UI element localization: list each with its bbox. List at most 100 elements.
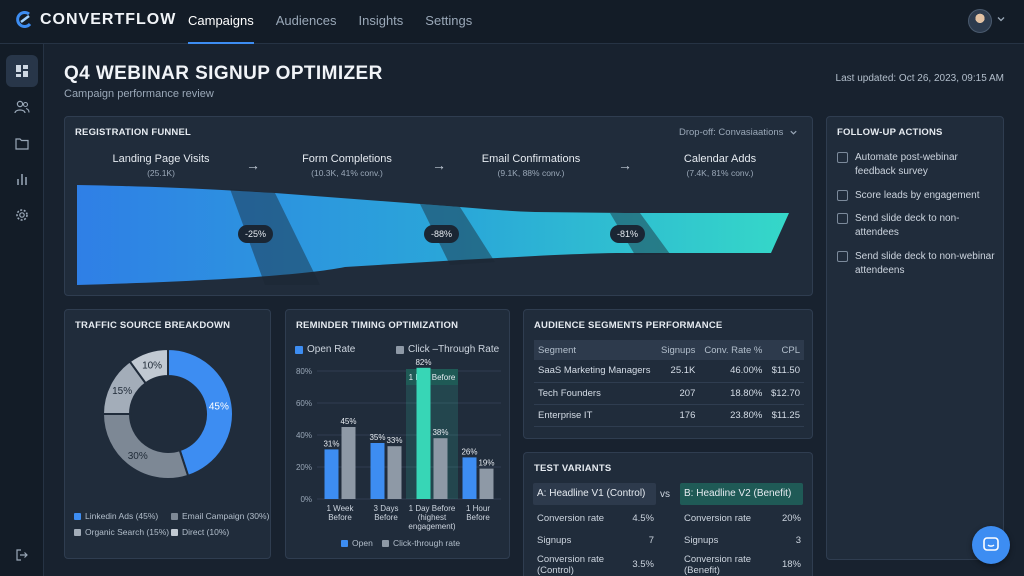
registration-funnel-panel: REGISTRATION FUNNEL Drop-off: Convasiaat… (64, 116, 813, 296)
chevron-down-icon (790, 130, 798, 135)
table-row[interactable]: Enterprise IT 176 23.80% $11.25 (534, 404, 804, 427)
legend-label: Click-through rate (393, 538, 461, 548)
highlight-label: 1 Day Before (409, 373, 456, 382)
slice-value-label: 10% (142, 361, 162, 372)
follow-up-actions-panel: FOLLOW-UP ACTIONS Automate post-webinar … (826, 116, 1004, 560)
stage-name: Email Confirmations (481, 153, 581, 165)
bar[interactable] (433, 438, 448, 499)
user-avatar[interactable] (968, 9, 992, 33)
metric-label: Conversion rate (Control) (537, 554, 605, 576)
checkbox[interactable] (837, 152, 848, 163)
legend-label: Open Rate (307, 344, 356, 355)
checkbox[interactable] (837, 190, 848, 201)
legend-swatch (171, 528, 178, 536)
stage-detail: (10.3K, 41% conv.) (311, 168, 383, 178)
gear-icon (16, 209, 28, 221)
dropoff-dropdown[interactable]: Drop-off: Convasiaations (679, 127, 798, 138)
column-header[interactable]: Signups (656, 340, 700, 360)
legend-label: Linkedin Ads (45%) (85, 511, 159, 521)
main-tabs: Campaigns Audiences Insights Settings (188, 0, 472, 44)
sidebar-item-users[interactable] (6, 91, 38, 123)
donut-slice[interactable] (101, 413, 190, 480)
slice-value-label: 45% (209, 401, 229, 412)
variant-a-header[interactable]: A: Headline V1 (Control) (533, 483, 656, 505)
tab-settings[interactable]: Settings (425, 13, 473, 28)
column-header[interactable]: Conv. Rate % (699, 340, 767, 360)
bar[interactable] (479, 468, 494, 499)
bar[interactable] (324, 449, 339, 499)
sidebar-item-dashboard[interactable] (6, 55, 38, 87)
slice-value-label: 30% (128, 451, 148, 462)
slice-value-label: 15% (112, 386, 132, 397)
bar-value-label: 31% (323, 439, 339, 448)
tab-campaigns[interactable]: Campaigns (188, 0, 254, 44)
sidebar-item-analytics[interactable] (6, 163, 38, 195)
metric-label: Signups (537, 535, 572, 546)
bar[interactable] (416, 367, 431, 499)
legend-item: Linkedin Ads (45%) (74, 511, 158, 521)
follow-up-item[interactable]: Automate post-webinar feedback survey (837, 151, 999, 179)
traffic-donut-chart: 45% 30% 15% 10% (101, 347, 234, 480)
page-title: Q4 WEBINAR SIGNUP OPTIMIZER (64, 63, 383, 84)
bar[interactable] (341, 427, 356, 499)
sidebar-item-folders[interactable] (6, 127, 38, 159)
checkbox[interactable] (837, 251, 848, 262)
app-logo[interactable]: CONVERTFLOW (14, 10, 176, 30)
sidebar-item-settings[interactable] (6, 199, 38, 231)
funnel-stage: Landing Page Visits (25.1K) (86, 153, 236, 178)
table-cell: Enterprise IT (534, 404, 657, 427)
sidebar-item-logout[interactable] (6, 539, 38, 571)
legend-swatch (382, 539, 389, 547)
follow-up-label: Automate post-webinar feedback survey (855, 152, 958, 177)
column-header[interactable]: Segment (534, 340, 657, 360)
tab-insights[interactable]: Insights (358, 13, 404, 28)
stage-name: Calendar Adds (683, 153, 757, 165)
variant-b-header[interactable]: B: Headline V2 (Benefit) (680, 483, 803, 505)
follow-up-label: Send slide deck to non-attendees (855, 213, 960, 238)
x-tick-label: 3 Days (374, 504, 399, 513)
x-tick-label: (highest (418, 513, 447, 522)
tab-audiences[interactable]: Audiences (275, 13, 337, 28)
checkbox[interactable] (837, 213, 848, 224)
folder-icon (15, 137, 29, 150)
metric-label: Conversion rate (537, 513, 605, 524)
dashboard-icon (16, 65, 28, 77)
metric-label: Conversion rate (684, 513, 752, 524)
funnel-graphic (77, 185, 789, 285)
legend-label: Email Campaign (30%) (182, 511, 270, 521)
legend-swatch (396, 345, 404, 354)
table-row[interactable]: SaaS Marketing Managers 25.1K 46.00% $11… (534, 360, 804, 383)
chevron-down-icon[interactable] (996, 14, 1006, 24)
bar[interactable] (462, 457, 477, 499)
donut-slice[interactable] (167, 347, 234, 478)
page-subtitle: Campaign performance review (64, 88, 214, 100)
reminder-timing-panel: REMINDER TIMING OPTIMIZATION Open Rate C… (285, 309, 510, 559)
bar-value-label: 82% (415, 358, 431, 367)
highlight-band (406, 369, 458, 499)
table-cell: Tech Founders (534, 382, 657, 405)
chat-icon (983, 537, 999, 551)
column-header[interactable]: CPL (766, 340, 804, 360)
variants-title: TEST VARIANTS (534, 463, 612, 474)
bar[interactable] (370, 443, 385, 499)
last-updated-timestamp: Last updated: Oct 26, 2023, 09:15 AM (835, 73, 1004, 84)
legend-item: Email Campaign (30%) (171, 511, 269, 521)
follow-up-item[interactable]: Score leads by engagement (837, 189, 999, 203)
follow-up-item[interactable]: Send slide deck to non-attendees (837, 212, 999, 240)
legend-swatch (171, 512, 178, 520)
metric-value: 3 (795, 535, 801, 546)
bar[interactable] (387, 446, 402, 499)
table-cell: SaaS Marketing Managers (534, 360, 657, 383)
x-tick-label: Before (374, 513, 398, 522)
donut-slice[interactable] (128, 347, 169, 385)
table-row[interactable]: Tech Founders 207 18.80% $12.70 (534, 382, 804, 405)
app-name: CONVERTFLOW (40, 11, 177, 28)
legend-item: Click –Through Rate (396, 344, 499, 355)
follow-up-item[interactable]: Send slide deck to non-webinar attendeen… (837, 250, 999, 278)
dropoff-badge: -81% (610, 225, 646, 243)
arrow-right-icon: → (618, 157, 632, 173)
table-cell: $11.25 (766, 404, 804, 427)
x-tick-label: 1 Week (327, 504, 355, 513)
table-cell: 176 (656, 404, 700, 427)
chat-button[interactable] (972, 526, 1010, 564)
